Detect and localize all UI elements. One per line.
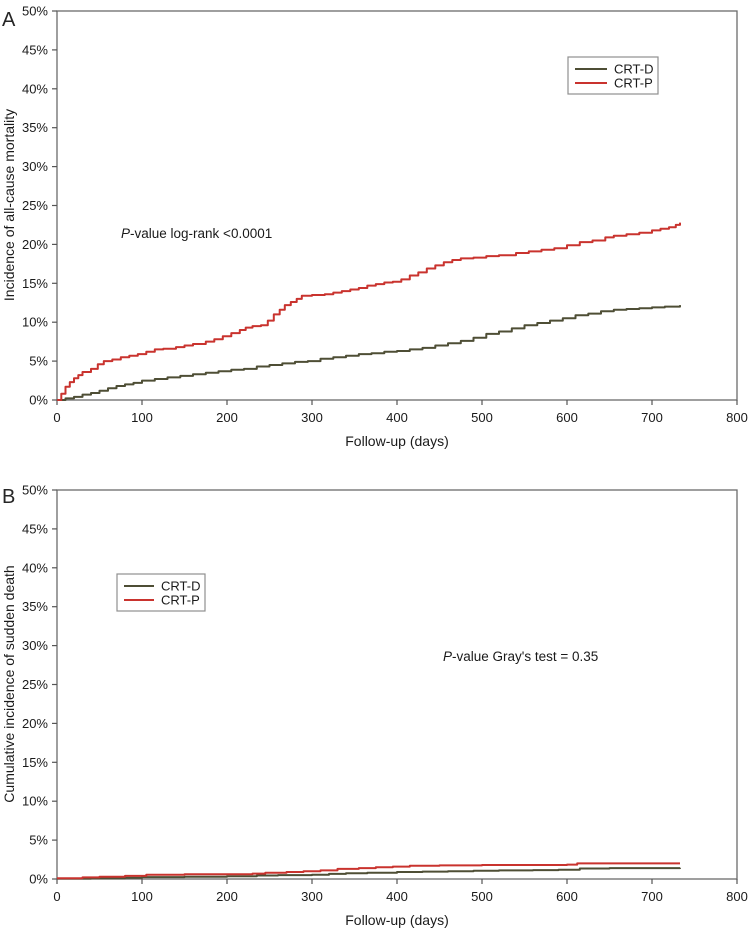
y-tick-label: 20% bbox=[22, 716, 48, 731]
x-tick-label: 100 bbox=[131, 889, 153, 904]
y-tick-label: 30% bbox=[22, 638, 48, 653]
panel-b-series bbox=[57, 862, 681, 880]
series-curve-crt-p bbox=[57, 862, 680, 880]
y-tick-label: 15% bbox=[22, 755, 48, 770]
y-tick-label: 50% bbox=[22, 483, 48, 498]
x-tick-label: 100 bbox=[131, 410, 153, 425]
pvalue-text: -value Gray's test = 0.35 bbox=[452, 649, 598, 664]
panel-a-pvalue-annotation: P-value log-rank <0.0001 bbox=[121, 226, 272, 241]
legend-label-crt-d: CRT-D bbox=[614, 62, 653, 77]
y-tick-label: 25% bbox=[22, 198, 48, 213]
x-tick-label: 800 bbox=[726, 410, 748, 425]
y-tick-label: 45% bbox=[22, 42, 48, 57]
x-tick-label: 300 bbox=[301, 410, 323, 425]
panel-b-y-axis-title: Cumulative incidence of sudden death bbox=[1, 565, 17, 802]
series-curve-crt-d bbox=[57, 867, 681, 880]
panel-a-letter: A bbox=[2, 9, 16, 31]
y-tick-label: 15% bbox=[22, 276, 48, 291]
legend-frame bbox=[567, 56, 659, 95]
y-tick-label: 0% bbox=[29, 393, 48, 408]
x-tick-label: 600 bbox=[556, 410, 578, 425]
panel-a: A 0 100 200 300 400 500 600 700 800 0% 5% 10% 15% 20… bbox=[1, 4, 748, 450]
y-tick-label: 30% bbox=[22, 159, 48, 174]
y-tick-label: 35% bbox=[22, 599, 48, 614]
panel-a-y-ticks: 0% 5% 10% 15% 20% 25% 30% 35% 40% 45% 50% bbox=[22, 4, 57, 408]
legend-label-crt-p: CRT-P bbox=[614, 76, 653, 91]
pvalue-italic-p: P bbox=[121, 226, 130, 241]
legend-label-crt-d: CRT-D bbox=[161, 579, 200, 594]
x-tick-label: 0 bbox=[53, 889, 60, 904]
y-tick-label: 35% bbox=[22, 120, 48, 135]
series-curve-crt-d bbox=[57, 305, 681, 401]
y-tick-label: 40% bbox=[22, 560, 48, 575]
y-tick-label: 5% bbox=[29, 354, 48, 369]
panel-b-letter: B bbox=[2, 486, 15, 508]
x-tick-label: 600 bbox=[556, 889, 578, 904]
y-tick-label: 5% bbox=[29, 833, 48, 848]
y-tick-label: 40% bbox=[22, 81, 48, 96]
legend-label-crt-p: CRT-P bbox=[161, 593, 200, 608]
panel-a-series bbox=[57, 222, 681, 401]
x-tick-label: 0 bbox=[53, 410, 60, 425]
x-tick-label: 200 bbox=[216, 410, 238, 425]
panel-a-y-axis-title: Incidence of all-cause mortality bbox=[1, 109, 17, 301]
y-tick-label: 20% bbox=[22, 237, 48, 252]
x-tick-label: 700 bbox=[641, 410, 663, 425]
panel-a-x-axis-title: Follow-up (days) bbox=[345, 433, 448, 449]
x-tick-label: 500 bbox=[471, 889, 493, 904]
y-tick-label: 50% bbox=[22, 4, 48, 19]
x-tick-label: 400 bbox=[386, 889, 408, 904]
panel-b-pvalue-annotation: P-value Gray's test = 0.35 bbox=[443, 649, 598, 664]
panel-b-legend: CRT-D CRT-P bbox=[116, 573, 206, 612]
x-tick-label: 300 bbox=[301, 889, 323, 904]
x-tick-label: 500 bbox=[471, 410, 493, 425]
y-tick-label: 10% bbox=[22, 794, 48, 809]
plot-area-b bbox=[56, 489, 738, 880]
y-tick-label: 10% bbox=[22, 315, 48, 330]
x-tick-label: 800 bbox=[726, 889, 748, 904]
panel-b-x-axis-title: Follow-up (days) bbox=[345, 912, 448, 928]
series-curve-crt-p bbox=[57, 222, 681, 401]
panel-a-x-ticks: 0 100 200 300 400 500 600 700 800 bbox=[53, 400, 748, 425]
panel-b: B 0 100 200 300 400 500 600 700 800 0% 5% 10% 15% 20… bbox=[1, 483, 748, 929]
x-tick-label: 200 bbox=[216, 889, 238, 904]
y-tick-label: 25% bbox=[22, 677, 48, 692]
panel-a-legend: CRT-D CRT-P bbox=[567, 56, 659, 95]
y-tick-label: 45% bbox=[22, 521, 48, 536]
panel-b-x-ticks: 0 100 200 300 400 500 600 700 800 bbox=[53, 879, 748, 904]
panel-b-y-ticks: 0% 5% 10% 15% 20% 25% 30% 35% 40% 45% 50% bbox=[22, 483, 57, 887]
pvalue-text: -value log-rank <0.0001 bbox=[130, 226, 272, 241]
pvalue-italic-p: P bbox=[443, 649, 452, 664]
y-tick-label: 0% bbox=[29, 872, 48, 887]
x-tick-label: 700 bbox=[641, 889, 663, 904]
x-tick-label: 400 bbox=[386, 410, 408, 425]
legend-frame bbox=[116, 573, 206, 612]
